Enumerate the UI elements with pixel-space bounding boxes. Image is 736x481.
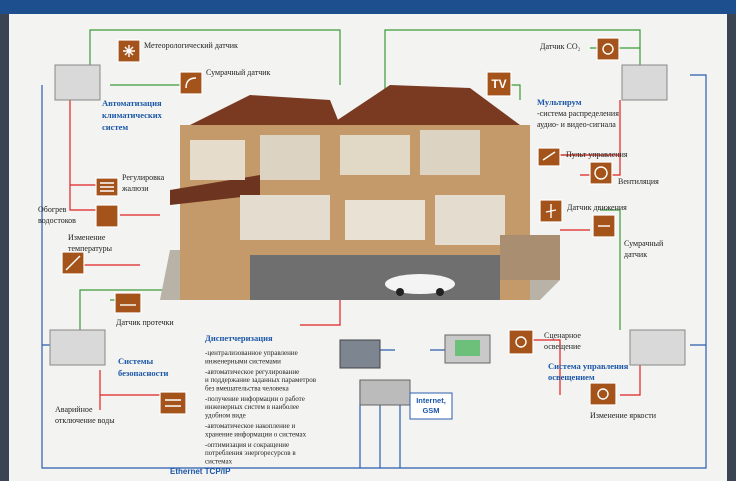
callout-label: Системы — [118, 356, 154, 366]
dispatch-item: и поддержание заданных параметров — [205, 376, 317, 384]
callout-label: Обогрев — [38, 205, 67, 214]
callout-label: Сумрачный — [624, 239, 664, 248]
callout-label: систем — [102, 122, 128, 132]
house — [160, 85, 560, 300]
callout-label: Автоматизация — [102, 98, 162, 108]
callout-label: водостоков — [38, 216, 76, 225]
callout-label: Метеорологический датчик — [144, 41, 238, 50]
callout-label: Изменение — [68, 233, 106, 242]
dispatch-item: без вмешательства человека — [205, 384, 290, 392]
left-strip — [0, 14, 9, 481]
callout-label: Мультирум — [537, 97, 582, 107]
dispatch-item: -оптимизация и сокращение — [205, 441, 289, 449]
callout-label: климатических — [102, 110, 163, 120]
callout-label: Датчик CO₂ — [540, 42, 581, 51]
callout-label: освещением — [548, 372, 595, 382]
dispatch-item: удобном виде — [205, 412, 246, 420]
dispatch-title: Диспетчеризация — [205, 333, 273, 343]
callout-label: Регулировка — [122, 173, 165, 182]
callout-label: TV — [491, 77, 506, 91]
callout-label: безопасности — [118, 368, 169, 378]
dispatch-item: хранение информации о системах — [205, 430, 307, 438]
callout-label: Вентиляция — [618, 177, 659, 186]
callout-label: Аварийное — [55, 405, 93, 414]
callout-label: Сумрачный датчик — [206, 68, 271, 77]
dispatch-item: -автоматическое накопление и — [205, 422, 296, 430]
callout-label: Пульт управления — [566, 150, 628, 159]
dispatch-item: системах — [205, 457, 233, 465]
callout-label: Internet, — [416, 396, 446, 405]
callout-label: GSM — [422, 406, 439, 415]
dispatch-item: инженерными системами — [205, 357, 281, 365]
diagram: Метеорологический датчик Сумрачный датчик… — [0, 0, 736, 481]
dispatch-item: -получение информации о работе — [205, 395, 305, 403]
callout-label: жалюзи — [121, 184, 149, 193]
callout-label: освещение — [544, 342, 581, 351]
callout-label: температуры — [68, 244, 113, 253]
dispatch-item: -централизованное управление — [205, 349, 298, 357]
page: Метеорологический датчик Сумрачный датчик… — [0, 0, 736, 481]
dispatch-item: -автоматическое регулирование — [205, 368, 299, 376]
callout-label: отключение воды — [55, 416, 115, 425]
callout-label: датчик — [624, 250, 647, 259]
callout-label: Изменение яркости — [590, 411, 657, 420]
callout-label: Ethernet TCP/IP — [170, 467, 231, 476]
callout-label: Датчик движения — [567, 203, 627, 212]
top-bar — [0, 0, 736, 14]
callout-label: Сценарное — [544, 331, 581, 340]
callout-label: Датчик протечки — [116, 318, 174, 327]
callout-label: аудио- и видео-сигнала — [537, 120, 616, 129]
dispatch-item: инженерных систем в наиболее — [205, 403, 299, 411]
right-strip — [727, 14, 736, 481]
dispatch-item: потребления энергоресурсов в — [205, 449, 296, 457]
callout-label: -система распределения — [537, 109, 619, 118]
callout-label: Система управления — [548, 361, 629, 371]
